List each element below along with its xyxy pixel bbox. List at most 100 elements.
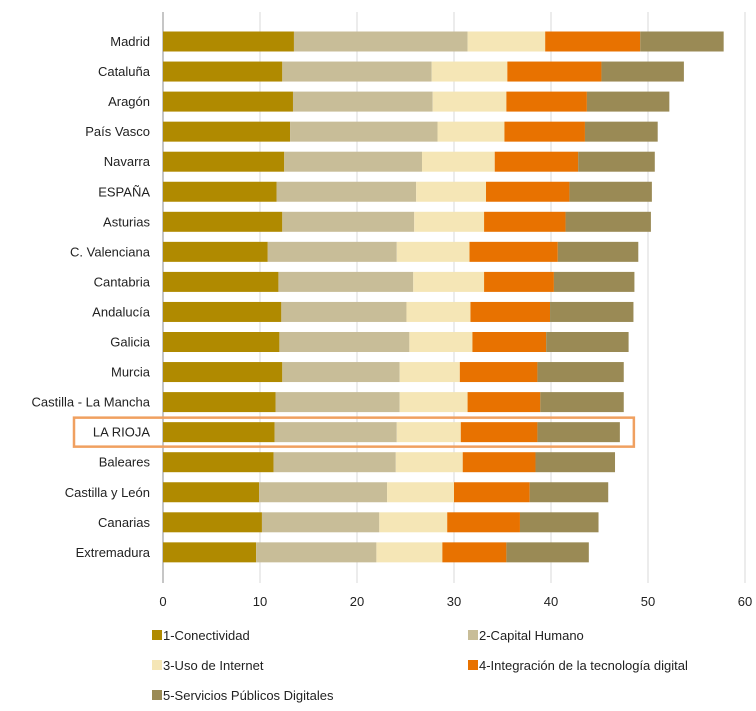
bars (163, 32, 724, 563)
bar-segment (256, 542, 376, 562)
bar-segment (293, 92, 433, 112)
bar-segment (281, 302, 406, 322)
category-label: LA RIOJA (93, 425, 150, 440)
bar-segment (163, 332, 279, 352)
legend-label: 2-Capital Humano (479, 628, 584, 643)
category-label: Baleares (99, 455, 151, 470)
bar-segment (400, 362, 460, 382)
bar-segment (163, 182, 276, 202)
bar-segment (163, 62, 282, 82)
bar-segment (282, 62, 431, 82)
legend-swatch (152, 690, 162, 700)
category-label: País Vasco (85, 124, 150, 139)
category-label: Cantabria (94, 274, 151, 289)
bar-segment (454, 482, 530, 502)
category-label: Canarias (98, 515, 151, 530)
legend-swatch (468, 660, 478, 670)
bar-segment (163, 152, 284, 172)
bar-segment (163, 242, 268, 262)
bar-segment (432, 62, 508, 82)
category-label: Andalucía (92, 304, 151, 319)
bar-segment (545, 32, 640, 52)
legend-swatch (152, 630, 162, 640)
bar-segment (460, 362, 538, 382)
bar-segment (535, 452, 615, 472)
category-label: Madrid (110, 34, 150, 49)
bar-segment (640, 32, 723, 52)
bar-segment (468, 392, 541, 412)
bar-segment (569, 182, 651, 202)
bar-segment (578, 152, 655, 172)
bar-segment (275, 422, 397, 442)
x-tick-labels: 0 10 20 30 40 50 60 (159, 594, 752, 609)
bar-segment (262, 512, 379, 532)
bar-segment (279, 332, 409, 352)
bar-segment (163, 302, 281, 322)
category-label: Castilla - La Mancha (32, 395, 151, 410)
bar-segment (294, 32, 468, 52)
bar-segment (163, 392, 276, 412)
bar-segment (284, 152, 422, 172)
bar-segment (587, 92, 669, 112)
x-tick-label: 20 (350, 594, 364, 609)
bar-segment (585, 122, 658, 142)
bar-segment (433, 92, 507, 112)
bar-segment (442, 542, 506, 562)
bar-segment (520, 512, 599, 532)
bar-segment (163, 122, 290, 142)
bar-segment (506, 542, 588, 562)
bar-segment (400, 392, 468, 412)
category-label: Galicia (110, 335, 151, 350)
bar-segment (550, 302, 633, 322)
x-tick-label: 30 (447, 594, 461, 609)
bar-segment (268, 242, 397, 262)
bar-segment (554, 272, 635, 292)
legend-label: 3-Uso de Internet (163, 658, 264, 673)
bar-segment (282, 212, 414, 232)
bar-segment (163, 512, 262, 532)
bar-segment (282, 362, 399, 382)
bar-segment (274, 452, 396, 472)
bar-segment (507, 62, 601, 82)
bar-segment (422, 152, 495, 172)
category-label: C. Valenciana (70, 244, 151, 259)
bar-segment (163, 422, 275, 442)
bar-segment (566, 212, 651, 232)
bar-segment (438, 122, 505, 142)
legend: 1-Conectividad 2-Capital Humano 3-Uso de I… (152, 628, 688, 703)
bar-segment (290, 122, 437, 142)
x-tick-label: 60 (738, 594, 752, 609)
bar-segment (259, 482, 387, 502)
bar-segment (537, 422, 619, 442)
bar-segment (463, 452, 536, 472)
category-label: ESPAÑA (98, 184, 150, 199)
bar-segment (601, 62, 683, 82)
bar-segment (484, 272, 554, 292)
bar-segment (276, 182, 416, 202)
bar-segment (468, 32, 546, 52)
bar-segment (409, 332, 472, 352)
category-label: Murcia (111, 365, 151, 380)
category-label: Asturias (103, 214, 150, 229)
bar-segment (396, 452, 463, 472)
bar-segment (506, 92, 587, 112)
category-label: Extremadura (76, 545, 151, 560)
legend-swatch (152, 660, 162, 670)
bar-segment (530, 482, 609, 502)
bar-segment (470, 302, 550, 322)
bar-segment (163, 272, 278, 292)
bar-segment (163, 362, 282, 382)
bar-segment (495, 152, 578, 172)
bar-segment (397, 422, 461, 442)
bar-segment (461, 422, 538, 442)
x-tick-label: 0 (159, 594, 166, 609)
bar-segment (397, 242, 470, 262)
bar-segment (472, 332, 546, 352)
legend-label: 5-Servicios Públicos Digitales (163, 688, 334, 703)
category-label: Cataluña (98, 64, 151, 79)
category-label: Navarra (104, 154, 151, 169)
category-label: Castilla y León (65, 485, 150, 500)
bar-segment (504, 122, 585, 142)
bar-segment (486, 182, 569, 202)
